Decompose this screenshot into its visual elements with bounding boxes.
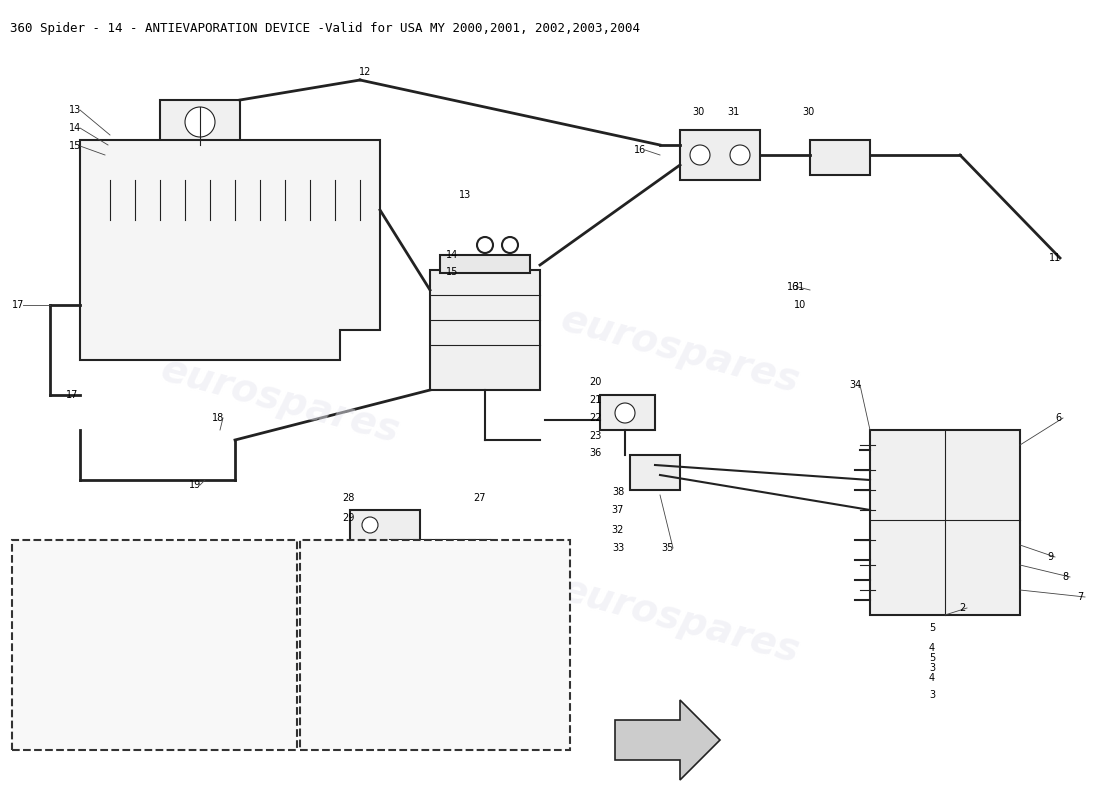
Text: 9: 9 xyxy=(1047,552,1053,562)
Circle shape xyxy=(422,562,438,578)
Text: 17: 17 xyxy=(66,390,78,400)
Text: 8: 8 xyxy=(1062,572,1068,582)
Bar xyxy=(104,180,355,220)
Text: 11: 11 xyxy=(1049,253,1061,263)
Text: 26: 26 xyxy=(454,715,466,725)
Text: 30: 30 xyxy=(692,107,704,117)
Text: eurospares: eurospares xyxy=(156,350,404,450)
Text: 6: 6 xyxy=(1055,413,1061,423)
Circle shape xyxy=(690,145,710,165)
Bar xyxy=(100,145,360,175)
Text: 25: 25 xyxy=(469,715,482,725)
Text: 12: 12 xyxy=(359,67,371,77)
Text: 3: 3 xyxy=(928,663,935,673)
Text: 21: 21 xyxy=(588,395,602,405)
Bar xyxy=(390,540,490,600)
Bar xyxy=(116,580,200,680)
Bar xyxy=(12,540,297,750)
Text: 10: 10 xyxy=(794,300,806,310)
Text: 20: 20 xyxy=(394,715,406,725)
Text: eurospares: eurospares xyxy=(76,580,323,680)
Text: 1: 1 xyxy=(182,573,189,583)
Text: eurospares: eurospares xyxy=(557,570,804,670)
Text: 31: 31 xyxy=(727,107,739,117)
Text: 14: 14 xyxy=(69,123,81,133)
Text: 33: 33 xyxy=(612,543,624,553)
Text: 37: 37 xyxy=(612,505,624,515)
Bar xyxy=(810,140,870,175)
Text: Soluzione superata
Old solution: Soluzione superata Old solution xyxy=(360,720,510,750)
Text: 16: 16 xyxy=(786,282,799,292)
Text: 4: 4 xyxy=(928,673,935,683)
Text: 28: 28 xyxy=(342,493,354,503)
Text: 22: 22 xyxy=(588,413,602,423)
Circle shape xyxy=(362,517,378,533)
Text: 36: 36 xyxy=(588,448,601,458)
Text: eurospares: eurospares xyxy=(557,300,804,400)
Circle shape xyxy=(615,403,635,423)
Polygon shape xyxy=(80,140,380,360)
Text: 2: 2 xyxy=(959,603,965,613)
Bar xyxy=(100,225,360,315)
Circle shape xyxy=(200,590,220,610)
Circle shape xyxy=(185,107,214,137)
Text: 3: 3 xyxy=(928,690,935,700)
Bar xyxy=(630,455,680,490)
Bar xyxy=(350,510,420,590)
Text: 15: 15 xyxy=(69,141,81,151)
Circle shape xyxy=(90,590,110,610)
Text: 17: 17 xyxy=(12,300,24,310)
Text: 38: 38 xyxy=(612,487,624,497)
Text: 4: 4 xyxy=(928,643,935,653)
Text: 7: 7 xyxy=(1077,592,1084,602)
Bar xyxy=(600,395,654,430)
Text: 34: 34 xyxy=(849,380,861,390)
Text: 31: 31 xyxy=(792,282,804,292)
Bar xyxy=(440,255,530,273)
Bar xyxy=(870,430,1020,615)
Text: 360 Spider - 14 - ANTIEVAPORATION DEVICE -Valid for USA MY 2000,2001, 2002,2003,: 360 Spider - 14 - ANTIEVAPORATION DEVICE… xyxy=(10,22,640,35)
Bar xyxy=(680,130,760,180)
Text: 24: 24 xyxy=(433,715,447,725)
Text: 20: 20 xyxy=(588,377,602,387)
Text: 13: 13 xyxy=(459,190,471,200)
Bar xyxy=(430,270,540,390)
Text: 19: 19 xyxy=(189,480,201,490)
Text: 13: 13 xyxy=(69,105,81,115)
Text: 15: 15 xyxy=(446,267,459,277)
Text: 5: 5 xyxy=(928,653,935,663)
Bar xyxy=(300,540,570,750)
Bar xyxy=(160,100,240,145)
Text: 35: 35 xyxy=(662,543,674,553)
Text: 30: 30 xyxy=(802,107,814,117)
Text: 29: 29 xyxy=(342,513,354,523)
Text: 14: 14 xyxy=(446,250,458,260)
Circle shape xyxy=(730,145,750,165)
Polygon shape xyxy=(615,700,720,780)
Circle shape xyxy=(502,237,518,253)
Text: 18: 18 xyxy=(212,413,224,423)
Text: 16: 16 xyxy=(634,145,646,155)
Text: 23: 23 xyxy=(588,431,602,441)
Circle shape xyxy=(477,237,493,253)
Text: USA MY 2000
CDN MY 2000: USA MY 2000 CDN MY 2000 xyxy=(50,695,155,725)
Text: 27: 27 xyxy=(474,493,486,503)
Text: 5: 5 xyxy=(928,623,935,633)
Text: 32: 32 xyxy=(612,525,624,535)
